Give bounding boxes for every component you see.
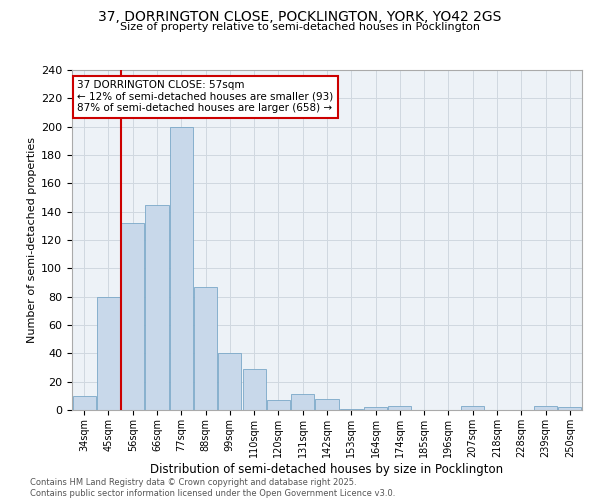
Bar xyxy=(291,394,314,410)
Bar xyxy=(316,398,338,410)
Bar xyxy=(388,406,412,410)
Bar xyxy=(97,296,120,410)
Bar xyxy=(218,354,241,410)
Bar xyxy=(121,223,144,410)
Bar xyxy=(340,408,363,410)
Y-axis label: Number of semi-detached properties: Number of semi-detached properties xyxy=(27,137,37,343)
Bar xyxy=(170,126,193,410)
Bar xyxy=(145,204,169,410)
Text: 37, DORRINGTON CLOSE, POCKLINGTON, YORK, YO42 2GS: 37, DORRINGTON CLOSE, POCKLINGTON, YORK,… xyxy=(98,10,502,24)
Bar xyxy=(242,369,266,410)
Bar xyxy=(534,406,557,410)
X-axis label: Distribution of semi-detached houses by size in Pocklington: Distribution of semi-detached houses by … xyxy=(151,462,503,475)
Text: Size of property relative to semi-detached houses in Pocklington: Size of property relative to semi-detach… xyxy=(120,22,480,32)
Bar xyxy=(194,286,217,410)
Bar xyxy=(267,400,290,410)
Text: Contains HM Land Registry data © Crown copyright and database right 2025.
Contai: Contains HM Land Registry data © Crown c… xyxy=(30,478,395,498)
Bar xyxy=(461,406,484,410)
Bar xyxy=(559,407,581,410)
Text: 37 DORRINGTON CLOSE: 57sqm
← 12% of semi-detached houses are smaller (93)
87% of: 37 DORRINGTON CLOSE: 57sqm ← 12% of semi… xyxy=(77,80,334,114)
Bar xyxy=(73,396,95,410)
Bar xyxy=(364,407,387,410)
